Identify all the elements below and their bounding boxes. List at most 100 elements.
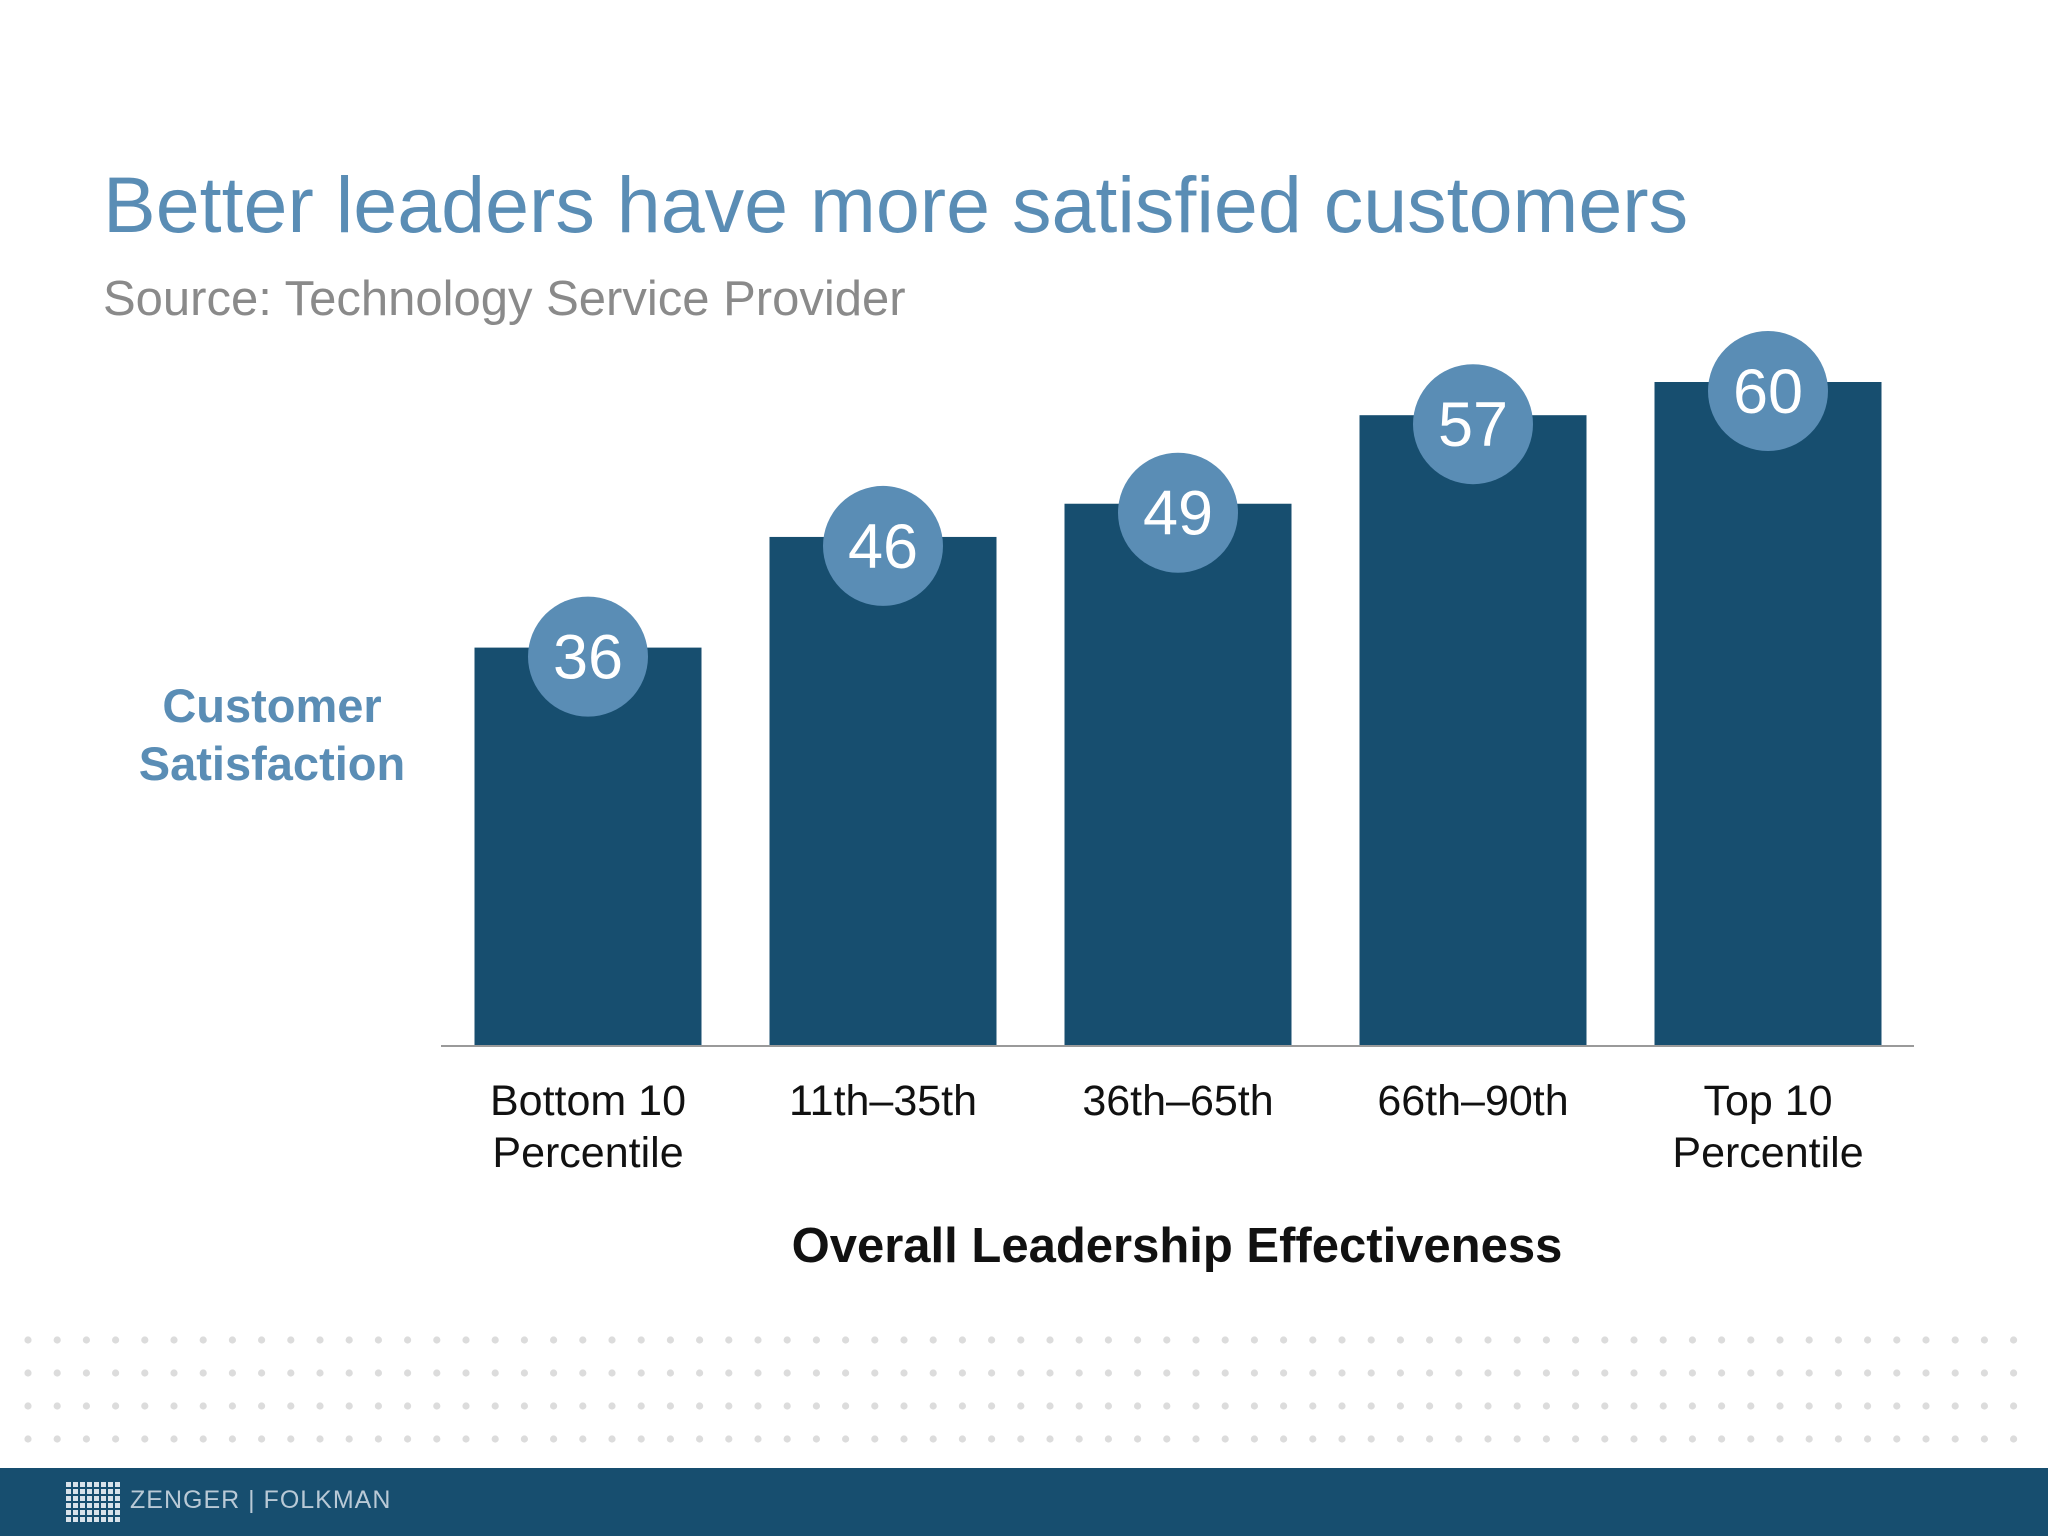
decor-dot bbox=[1718, 1435, 1726, 1443]
footer-bar: ZENGER | FOLKMAN bbox=[0, 1468, 2048, 1536]
decor-dot bbox=[1250, 1435, 1258, 1443]
decor-dot bbox=[1688, 1336, 1696, 1344]
logo-cell bbox=[94, 1517, 99, 1522]
decor-dot bbox=[783, 1402, 791, 1410]
logo-cell bbox=[80, 1503, 85, 1508]
decor-dot bbox=[1484, 1369, 1492, 1377]
decor-dot bbox=[1659, 1369, 1667, 1377]
decor-dot bbox=[1134, 1336, 1142, 1344]
decor-dot bbox=[228, 1369, 236, 1377]
decor-dot bbox=[1280, 1402, 1288, 1410]
decor-dot bbox=[258, 1369, 266, 1377]
decor-dot bbox=[1718, 1369, 1726, 1377]
decor-dot bbox=[1484, 1336, 1492, 1344]
decor-dot bbox=[1572, 1336, 1580, 1344]
decor-dot bbox=[725, 1369, 733, 1377]
decor-dot bbox=[988, 1336, 996, 1344]
decor-dot bbox=[1163, 1402, 1171, 1410]
decor-dot bbox=[1864, 1402, 1872, 1410]
decor-dot bbox=[842, 1402, 850, 1410]
decor-dot bbox=[1659, 1402, 1667, 1410]
decor-dot bbox=[1601, 1369, 1609, 1377]
decor-dot bbox=[1046, 1369, 1054, 1377]
decor-dot bbox=[696, 1402, 704, 1410]
logo-cell bbox=[66, 1517, 71, 1522]
decor-dot bbox=[141, 1369, 149, 1377]
logo-cell bbox=[87, 1489, 92, 1494]
x-tick-label: Top 10 bbox=[1703, 1077, 1832, 1125]
decor-dot bbox=[608, 1402, 616, 1410]
decor-dot bbox=[1572, 1402, 1580, 1410]
decor-dot bbox=[1017, 1369, 1025, 1377]
decor-dot bbox=[462, 1402, 470, 1410]
decor-dot bbox=[929, 1336, 937, 1344]
decor-dot bbox=[637, 1336, 645, 1344]
decor-dot bbox=[1455, 1369, 1463, 1377]
decor-dot bbox=[462, 1435, 470, 1443]
logo-cell bbox=[108, 1489, 113, 1494]
decor-dot bbox=[1688, 1369, 1696, 1377]
bar bbox=[1064, 503, 1292, 1046]
decor-dot bbox=[1893, 1402, 1901, 1410]
logo-cell bbox=[115, 1482, 120, 1487]
logo-cell bbox=[73, 1496, 78, 1501]
decor-dot bbox=[1776, 1402, 1784, 1410]
decor-dot bbox=[988, 1369, 996, 1377]
decor-dot bbox=[1688, 1435, 1696, 1443]
decor-dot bbox=[1163, 1369, 1171, 1377]
decor-dot bbox=[1075, 1402, 1083, 1410]
value-badges: 36 46 49 57 60 bbox=[528, 331, 1828, 717]
decor-dot bbox=[1046, 1402, 1054, 1410]
decor-dot bbox=[958, 1435, 967, 1443]
value-badge-circle bbox=[1413, 364, 1533, 485]
decor-dot bbox=[812, 1336, 821, 1344]
decor-dot bbox=[900, 1435, 908, 1443]
decor-dot bbox=[1104, 1369, 1112, 1377]
value-badge: 57 bbox=[1413, 364, 1533, 485]
decor-dot bbox=[1134, 1369, 1142, 1377]
decor-dot bbox=[696, 1435, 704, 1443]
logo-cell bbox=[108, 1496, 113, 1501]
decor-dot bbox=[1163, 1336, 1171, 1344]
logo-cell bbox=[101, 1496, 106, 1501]
decor-dot bbox=[1980, 1369, 1988, 1377]
decor-dot bbox=[82, 1369, 90, 1377]
decor-dot bbox=[812, 1435, 821, 1443]
logo-cell bbox=[94, 1489, 99, 1494]
logo-cell bbox=[66, 1482, 71, 1487]
decor-dot bbox=[374, 1402, 382, 1410]
decor-dot bbox=[1367, 1435, 1375, 1443]
decor-dot bbox=[1250, 1369, 1258, 1377]
x-tick-label: 11th–35th bbox=[789, 1077, 977, 1125]
decor-dot bbox=[666, 1369, 675, 1377]
decor-dot bbox=[550, 1435, 558, 1443]
data-label: 49 bbox=[1143, 479, 1213, 549]
decor-dot bbox=[112, 1402, 120, 1410]
decor-dot bbox=[345, 1402, 353, 1410]
decor-dot bbox=[520, 1435, 529, 1443]
logo-cell bbox=[87, 1503, 92, 1508]
decor-dot bbox=[900, 1402, 908, 1410]
decor-dot bbox=[258, 1402, 266, 1410]
footer-brand-name: ZENGER | FOLKMAN bbox=[130, 1486, 392, 1514]
decor-dot bbox=[1017, 1336, 1025, 1344]
logo-cell bbox=[101, 1503, 106, 1508]
logo-cell bbox=[80, 1510, 85, 1515]
decor-dot bbox=[1513, 1435, 1521, 1443]
decor-dot bbox=[404, 1336, 412, 1344]
decor-dot bbox=[1163, 1435, 1171, 1443]
decor-dot bbox=[1484, 1402, 1492, 1410]
decor-dot bbox=[812, 1402, 821, 1410]
value-badge: 46 bbox=[823, 485, 943, 606]
decor-dot bbox=[170, 1435, 178, 1443]
logo-cell bbox=[73, 1517, 78, 1522]
logo-cell bbox=[80, 1496, 85, 1501]
decor-dot bbox=[1747, 1369, 1755, 1377]
decor-dot bbox=[141, 1336, 149, 1344]
decor-dot bbox=[2010, 1402, 2018, 1410]
decor-dot bbox=[725, 1435, 733, 1443]
decor-dot bbox=[1893, 1369, 1901, 1377]
decor-dot bbox=[1075, 1435, 1083, 1443]
decor-dot bbox=[24, 1402, 32, 1410]
